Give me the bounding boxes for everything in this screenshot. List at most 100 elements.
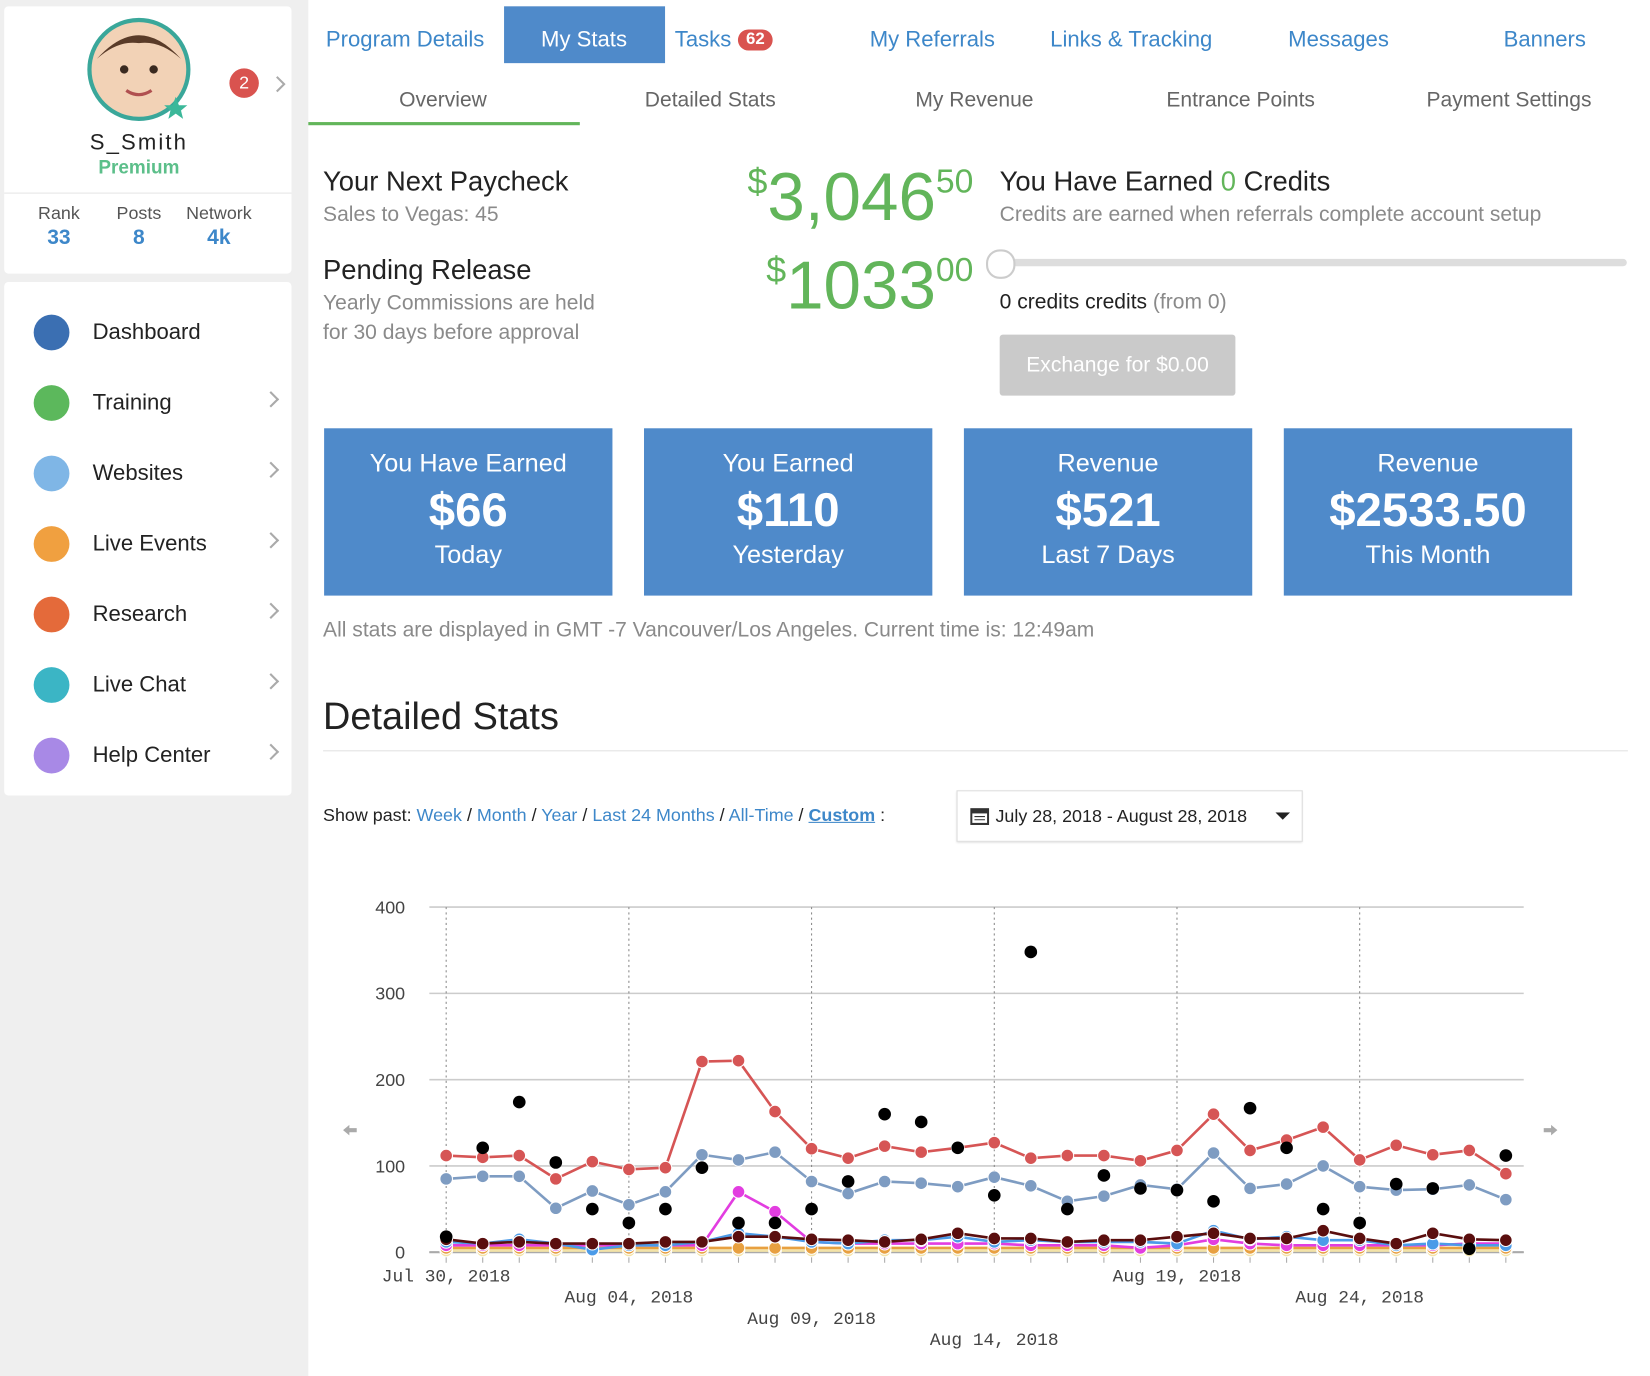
- point: [622, 1216, 636, 1230]
- slider-track: [999, 258, 1627, 267]
- card-top: You Earned: [722, 449, 854, 478]
- point: [1133, 1153, 1148, 1168]
- card-top: Revenue: [1377, 449, 1479, 478]
- point: [768, 1104, 782, 1119]
- point: [548, 1172, 563, 1186]
- subtab[interactable]: My Revenue: [915, 88, 1034, 112]
- series-line: [446, 1059, 1507, 1181]
- point: [1023, 1178, 1038, 1193]
- point: [1389, 1177, 1403, 1191]
- cents: 00: [935, 250, 974, 289]
- tab-label: Tasks: [674, 27, 732, 52]
- point: [658, 1160, 673, 1175]
- point: [1097, 1233, 1111, 1247]
- stat-card: You Have Earned $66 Today: [324, 428, 613, 596]
- tab[interactable]: Tasks 62: [674, 27, 774, 52]
- point: [585, 1154, 600, 1169]
- point: [841, 1233, 855, 1247]
- x-tick-label: Aug 24, 2018: [1295, 1289, 1424, 1309]
- notification-badge[interactable]: 2: [229, 68, 259, 98]
- exchange-button[interactable]: Exchange for $0.00: [999, 334, 1236, 396]
- card-amount: $521: [1055, 483, 1161, 537]
- tab[interactable]: Banners: [1504, 27, 1586, 52]
- point: [841, 1151, 855, 1166]
- subtab[interactable]: Payment Settings: [1426, 88, 1592, 112]
- point: [475, 1169, 490, 1184]
- point: [1316, 1202, 1330, 1216]
- section-title: Detailed Stats: [323, 694, 559, 738]
- filter-link[interactable]: All-Time: [728, 805, 794, 826]
- tab[interactable]: My Stats: [541, 27, 627, 52]
- x-tick-label: Aug 19, 2018: [1113, 1268, 1242, 1288]
- menu-item[interactable]: Help Center: [92, 742, 211, 768]
- card-bottom: Last 7 Days: [1041, 540, 1175, 570]
- point: [914, 1232, 929, 1247]
- prev-arrow[interactable]: [343, 1124, 357, 1136]
- tab[interactable]: My Referrals: [870, 27, 995, 52]
- menu-item[interactable]: Research: [92, 601, 188, 627]
- menu-icon: [33, 526, 70, 562]
- credit-count: 0: [1220, 165, 1236, 197]
- filter-link[interactable]: Custom: [808, 805, 876, 826]
- point: [1352, 1231, 1367, 1246]
- point: [1353, 1216, 1366, 1230]
- tab-label: Links & Tracking: [1050, 27, 1213, 52]
- y-tick-label: 400: [375, 897, 405, 917]
- date-range: July 28, 2018 - August 28, 2018: [995, 806, 1248, 827]
- point: [1243, 1181, 1257, 1196]
- point: [950, 1179, 965, 1194]
- tab[interactable]: Program Details: [326, 27, 484, 52]
- point: [1170, 1229, 1184, 1244]
- caret: [1275, 812, 1291, 820]
- tab-label: Messages: [1288, 27, 1389, 52]
- card-top: Revenue: [1057, 449, 1159, 478]
- separator: /: [531, 805, 537, 826]
- currency: $: [747, 162, 768, 203]
- tab[interactable]: Messages: [1288, 27, 1389, 52]
- x-tick-label: Aug 04, 2018: [565, 1289, 694, 1309]
- point: [1426, 1182, 1440, 1195]
- tab[interactable]: Links & Tracking: [1050, 27, 1212, 52]
- filter-link[interactable]: Year: [541, 805, 578, 826]
- point: [1462, 1143, 1477, 1158]
- point: [548, 1236, 563, 1251]
- filter-link[interactable]: Month: [476, 805, 527, 826]
- subtab[interactable]: Entrance Points: [1166, 88, 1315, 112]
- tab-label: My Stats: [541, 27, 628, 52]
- filter-link[interactable]: Last 24 Months: [592, 805, 715, 826]
- point: [1499, 1192, 1513, 1207]
- point: [987, 1170, 1002, 1185]
- point: [804, 1232, 819, 1247]
- point: [841, 1175, 855, 1188]
- point: [475, 1236, 490, 1251]
- series-line: [446, 1150, 1507, 1210]
- filter-link[interactable]: Week: [416, 805, 462, 826]
- menu-item[interactable]: Dashboard: [92, 319, 201, 345]
- menu-item[interactable]: Training: [92, 390, 172, 415]
- pending-title: Pending Release: [323, 253, 532, 286]
- point: [1024, 945, 1038, 959]
- card-amount: $2533.50: [1329, 483, 1527, 537]
- point: [1061, 1202, 1074, 1216]
- point: [622, 1197, 636, 1212]
- point: [1279, 1177, 1294, 1191]
- subtab[interactable]: Overview: [399, 88, 487, 112]
- slider-knob[interactable]: [986, 249, 1016, 279]
- next-arrow[interactable]: [1543, 1124, 1558, 1136]
- menu-item[interactable]: Websites: [92, 460, 184, 486]
- x-tick-label: Aug 14, 2018: [930, 1331, 1059, 1351]
- stat-label: Posts: [116, 203, 162, 224]
- paycheck-amount: $3,04650: [747, 158, 973, 236]
- cents: 50: [935, 162, 974, 200]
- point: [1243, 1101, 1257, 1115]
- point: [1060, 1235, 1075, 1249]
- point: [731, 1184, 746, 1199]
- menu-item[interactable]: Live Chat: [92, 672, 186, 697]
- date-picker[interactable]: July 28, 2018 - August 28, 2018: [956, 790, 1303, 842]
- subtab[interactable]: Detailed Stats: [644, 88, 776, 112]
- menu-item[interactable]: Live Events: [92, 531, 207, 556]
- point: [1170, 1143, 1184, 1158]
- timezone-note: All stats are displayed in GMT -7 Vancou…: [323, 618, 1095, 642]
- point: [878, 1107, 891, 1121]
